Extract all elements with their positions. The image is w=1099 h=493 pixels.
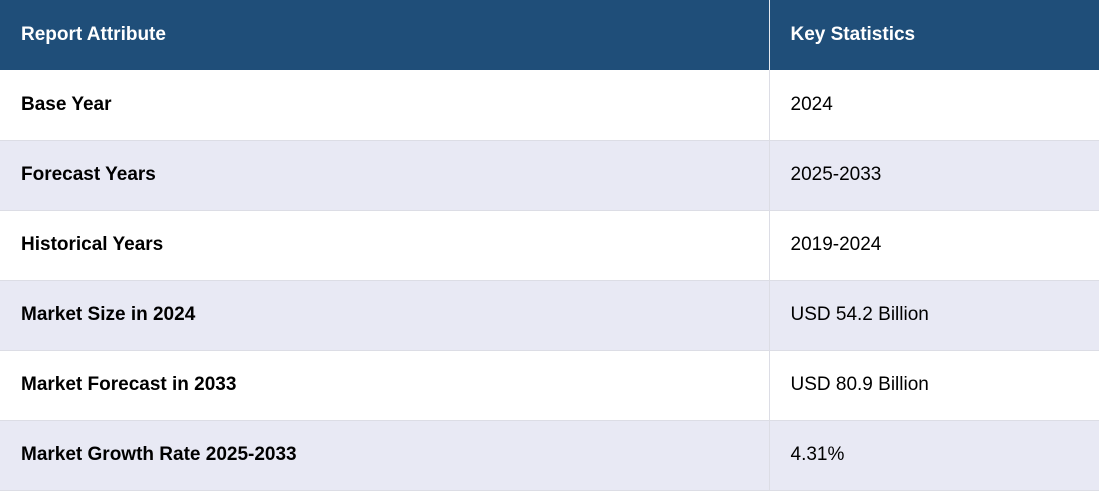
value-cell: 2024 (768, 70, 1099, 141)
attribute-cell: Market Forecast in 2033 (0, 350, 769, 421)
header-key-statistics: Key Statistics (768, 0, 1099, 70)
table-row: Market Forecast in 2033 USD 80.9 Billion (0, 350, 1099, 421)
table-header-row: Report Attribute Key Statistics (0, 0, 1099, 70)
attribute-cell: Base Year (0, 70, 769, 141)
value-cell: 4.31% (768, 420, 1099, 491)
attribute-cell: Market Size in 2024 (0, 280, 769, 351)
table-row: Market Growth Rate 2025-2033 4.31% (0, 420, 1099, 491)
table-row: Historical Years 2019-2024 (0, 210, 1099, 281)
attribute-cell: Forecast Years (0, 140, 769, 211)
value-cell: USD 54.2 Billion (768, 280, 1099, 351)
table-row: Forecast Years 2025-2033 (0, 140, 1099, 211)
table-row: Base Year 2024 (0, 70, 1099, 141)
value-cell: USD 80.9 Billion (768, 350, 1099, 421)
table-row: Market Size in 2024 USD 54.2 Billion (0, 280, 1099, 351)
attribute-cell: Market Growth Rate 2025-2033 (0, 420, 769, 491)
header-report-attribute: Report Attribute (0, 0, 769, 70)
attribute-cell: Historical Years (0, 210, 769, 281)
value-cell: 2019-2024 (768, 210, 1099, 281)
value-cell: 2025-2033 (768, 140, 1099, 211)
table-body: Base Year 2024 Forecast Years 2025-2033 … (0, 70, 1099, 491)
table-header: Report Attribute Key Statistics (0, 0, 1099, 70)
